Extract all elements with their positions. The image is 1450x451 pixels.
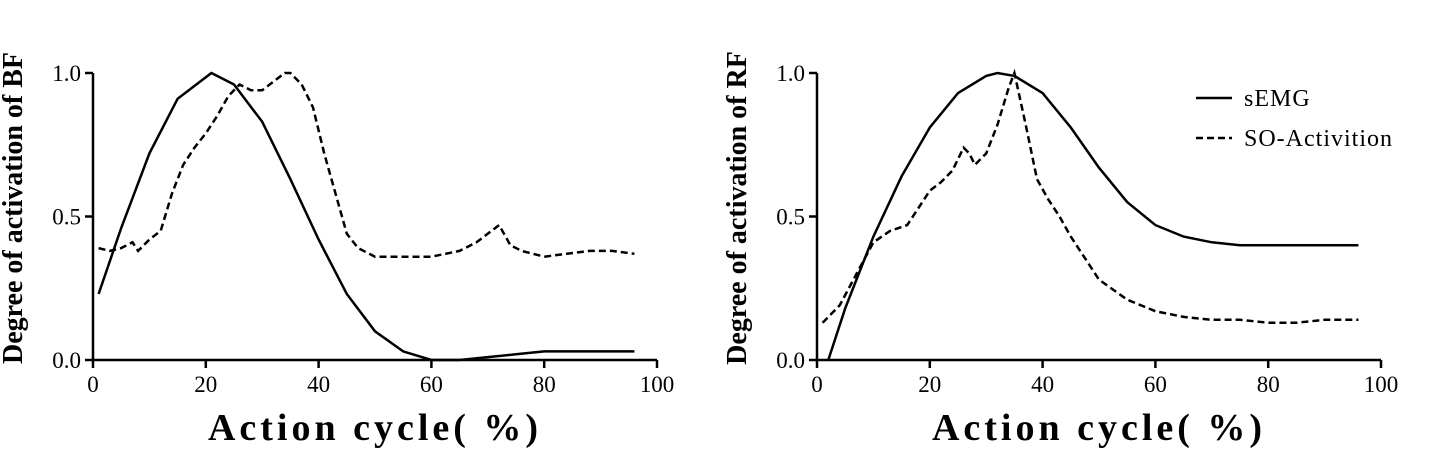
x-tick-label: 100 (1364, 372, 1399, 397)
chart-panel-bf: 0 20 40 60 80 100 0.0 0.5 1.0 Action cycle( %) Deg… (0, 52, 674, 449)
x-axis-title: Action cycle( %) (932, 407, 1266, 449)
x-tick-label: 0 (811, 372, 823, 397)
x-tick-label: 100 (640, 372, 675, 397)
y-axis-title: Degree of activation of RF (722, 51, 753, 365)
x-tick-label: 40 (307, 372, 330, 397)
series-line-semg (97, 71, 635, 362)
chart-panel-rf: 0 20 40 60 80 100 0.0 0.5 1.0 Action cycle( %) Deg… (722, 51, 1398, 449)
x-tick-label: 20 (194, 372, 217, 397)
y-tick-label: 0.0 (52, 348, 81, 373)
x-tick-label: 60 (1144, 372, 1167, 397)
y-tick-label: 0.0 (776, 348, 805, 373)
legend-label: sEMG (1244, 86, 1311, 112)
y-axis-title: Degree of activation of BF (0, 52, 29, 364)
x-tick-label: 80 (533, 372, 556, 397)
x-tick-label: 40 (1031, 372, 1054, 397)
series-line-semg (827, 71, 1359, 361)
y-tick-label: 1.0 (52, 61, 81, 86)
x-tick-label: 60 (420, 372, 443, 397)
series-line-so-activition (98, 71, 635, 258)
x-tick-label: 0 (87, 372, 99, 397)
x-axis-title: Action cycle( %) (208, 407, 542, 449)
x-tick-label: 20 (918, 372, 941, 397)
y-tick-label: 0.5 (52, 205, 81, 230)
x-tick-label: 80 (1257, 372, 1280, 397)
y-tick-label: 0.5 (776, 205, 805, 230)
legend-label: SO-Activition (1244, 126, 1393, 152)
y-tick-label: 1.0 (776, 61, 805, 86)
